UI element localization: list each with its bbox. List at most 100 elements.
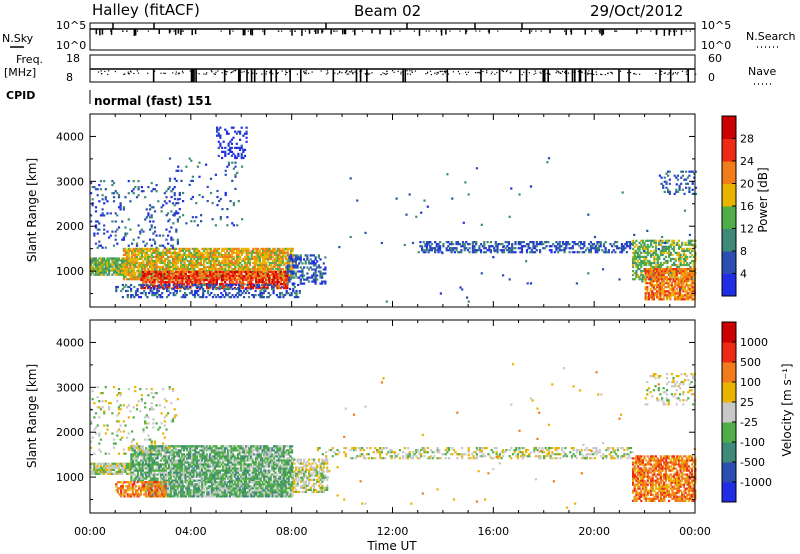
data-cell bbox=[240, 126, 243, 129]
data-cell bbox=[184, 292, 187, 295]
nave-dot bbox=[441, 70, 443, 72]
data-cell bbox=[204, 265, 207, 269]
data-cell bbox=[106, 200, 109, 203]
data-cell bbox=[250, 257, 253, 261]
data-cell bbox=[312, 264, 315, 267]
data-cell bbox=[269, 294, 272, 297]
data-cell bbox=[279, 278, 282, 282]
data-cell bbox=[139, 251, 142, 254]
data-cell bbox=[163, 268, 166, 271]
data-cell bbox=[196, 278, 199, 282]
data-cell bbox=[267, 292, 270, 295]
data-cell bbox=[688, 296, 691, 299]
data-cell bbox=[692, 286, 695, 289]
data-cell bbox=[93, 466, 96, 469]
data-cell bbox=[579, 247, 583, 250]
data-cell bbox=[237, 130, 240, 133]
data-cell bbox=[130, 289, 133, 293]
data-cell bbox=[663, 247, 666, 250]
data-cell bbox=[509, 249, 512, 252]
data-cell bbox=[104, 261, 107, 264]
data-cell bbox=[645, 263, 648, 267]
data-cell bbox=[298, 270, 301, 273]
data-cell bbox=[140, 272, 143, 275]
data-cell bbox=[119, 468, 122, 471]
data-cell bbox=[651, 278, 654, 281]
data-cell bbox=[227, 253, 230, 256]
data-cell bbox=[192, 278, 195, 282]
nave-dot bbox=[478, 71, 480, 73]
data-cell bbox=[667, 294, 670, 297]
data-cell bbox=[242, 249, 245, 252]
data-cell bbox=[257, 283, 260, 287]
data-cell bbox=[466, 296, 469, 299]
data-cell bbox=[122, 253, 125, 256]
data-cell bbox=[104, 462, 107, 465]
data-cell bbox=[540, 241, 543, 244]
data-cell bbox=[94, 265, 98, 268]
data-cell bbox=[411, 241, 415, 245]
nave-dot bbox=[311, 71, 313, 73]
data-cell bbox=[143, 278, 146, 282]
data-cell bbox=[420, 211, 423, 214]
data-cell bbox=[229, 296, 233, 299]
data-cell bbox=[256, 272, 259, 276]
data-cell bbox=[633, 249, 636, 252]
data-cell bbox=[677, 257, 681, 261]
nave-dot bbox=[341, 72, 343, 74]
data-cell bbox=[227, 257, 230, 261]
data-cell bbox=[535, 245, 538, 248]
data-cell bbox=[684, 241, 687, 244]
data-cell bbox=[687, 280, 690, 283]
data-cell bbox=[686, 263, 689, 267]
data-cell bbox=[193, 292, 197, 295]
data-cell bbox=[527, 245, 530, 248]
data-cell bbox=[267, 255, 270, 258]
data-cell bbox=[162, 259, 165, 263]
nave-dot bbox=[163, 72, 165, 74]
data-cell bbox=[184, 285, 187, 289]
data-cell bbox=[104, 198, 107, 201]
data-cell bbox=[180, 249, 183, 252]
data-cell bbox=[656, 280, 659, 283]
data-cell bbox=[122, 249, 125, 252]
data-cell bbox=[180, 247, 183, 250]
data-cell bbox=[646, 292, 649, 295]
data-cell bbox=[139, 230, 142, 233]
data-cell bbox=[288, 274, 291, 277]
data-cell bbox=[285, 289, 288, 293]
data-cell bbox=[635, 257, 638, 261]
data-cell bbox=[311, 276, 314, 279]
nave-dot bbox=[352, 73, 354, 75]
data-cell bbox=[134, 289, 138, 293]
data-cell bbox=[484, 247, 488, 250]
data-cell bbox=[672, 241, 676, 244]
data-cell bbox=[237, 263, 240, 267]
data-cell bbox=[165, 249, 168, 252]
data-cell bbox=[196, 265, 199, 269]
nave-dot bbox=[593, 73, 595, 75]
data-cell bbox=[299, 274, 302, 277]
data-cell bbox=[112, 464, 116, 467]
data-cell bbox=[140, 263, 143, 267]
data-cell bbox=[279, 296, 282, 299]
data-cell bbox=[270, 249, 273, 252]
data-cell bbox=[275, 259, 278, 263]
data-cell bbox=[291, 272, 294, 275]
data-cell bbox=[644, 282, 647, 285]
data-cell bbox=[188, 247, 191, 250]
data-cell bbox=[579, 243, 583, 246]
data-cell bbox=[104, 188, 107, 191]
data-cell bbox=[499, 249, 502, 252]
data-cell bbox=[124, 234, 127, 237]
data-cell bbox=[153, 281, 156, 284]
data-cell bbox=[171, 278, 174, 282]
data-cell bbox=[668, 192, 671, 195]
data-cell bbox=[258, 263, 261, 267]
data-cell bbox=[273, 270, 276, 273]
data-cell bbox=[563, 247, 566, 250]
data-cell bbox=[676, 263, 679, 267]
nave-dot bbox=[281, 70, 283, 72]
data-cell bbox=[247, 251, 250, 254]
data-cell bbox=[198, 296, 201, 299]
